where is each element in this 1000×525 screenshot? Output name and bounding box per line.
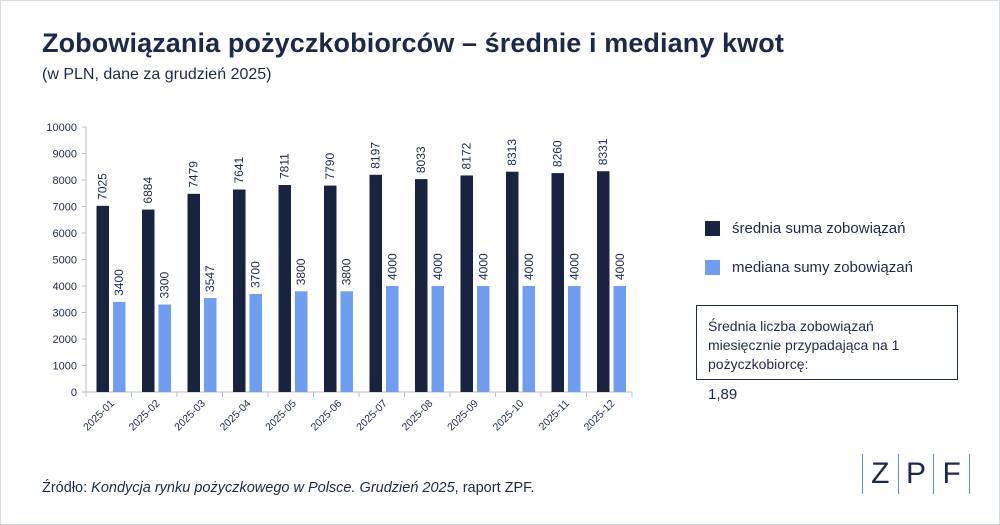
source-note: Źródło: Kondycja rynku pożyczkowego w Po…	[42, 480, 534, 496]
logo-letter-p: P	[905, 457, 926, 490]
x-tick-label-2025-11: 2025-11	[537, 398, 572, 433]
bar-mean-2025-07	[369, 174, 382, 392]
y-tick-label: 5000	[53, 255, 77, 267]
legend-item-mean: średnia suma zobowiązań	[705, 217, 913, 239]
data-label-mean-2025-03: 7479	[187, 161, 201, 188]
legend-swatch-mean	[705, 220, 720, 236]
data-label-mean-2025-09: 8172	[460, 142, 474, 169]
data-label-mean-2025-05: 7811	[278, 153, 292, 179]
bar-mean-2025-12	[597, 171, 610, 392]
y-tick-label: 7000	[53, 202, 77, 214]
y-tick-label: 3000	[53, 308, 77, 320]
info-box-label: Średnia liczba zobowiązań miesięcznie pr…	[708, 318, 900, 372]
data-label-median-2025-11: 4000	[567, 253, 581, 280]
chart-title: Zobowiązania pożyczkobiorców – średnie i…	[42, 28, 784, 58]
data-label-mean-2025-04: 7641	[232, 156, 246, 183]
x-tick-label-2025-12: 2025-12	[582, 398, 618, 434]
bar-mean-2025-05	[278, 185, 291, 392]
bar-mean-2025-10	[506, 171, 519, 392]
legend-item-median: mediana sumy zobowiązań	[705, 256, 913, 278]
x-tick-label-2025-09: 2025-09	[445, 398, 481, 434]
data-label-median-2025-09: 4000	[476, 253, 490, 280]
source-report-title: Kondycja rynku pożyczkowego w Polsce. Gr…	[91, 480, 455, 496]
x-tick-label-2025-08: 2025-08	[400, 398, 436, 434]
bar-median-2025-05	[295, 291, 308, 392]
data-label-mean-2025-10: 8313	[505, 139, 519, 166]
chart-subtitle: (w PLN, dane za grudzień 2025)	[42, 66, 272, 83]
bar-median-2025-08	[431, 286, 444, 392]
data-label-median-2025-06: 3800	[340, 258, 354, 285]
source-prefix: Źródło:	[42, 480, 92, 496]
data-label-mean-2025-02: 6884	[141, 177, 155, 204]
data-label-median-2025-07: 4000	[385, 253, 399, 280]
bar-median-2025-06	[340, 291, 353, 392]
data-label-median-2025-01: 3400	[112, 269, 126, 296]
y-tick-label: 6000	[53, 228, 77, 240]
bar-median-2025-12	[613, 286, 626, 392]
data-label-median-2025-04: 3700	[249, 261, 263, 288]
y-tick-label: 2000	[53, 334, 77, 346]
data-label-mean-2025-01: 7025	[96, 173, 110, 200]
logo-separator	[897, 454, 899, 494]
logo-separator	[968, 454, 970, 494]
x-tick-label-2025-07: 2025-07	[354, 398, 390, 434]
logo-separator	[862, 454, 863, 494]
x-tick-label-2025-03: 2025-03	[172, 398, 208, 434]
bar-mean-2025-09	[460, 175, 473, 392]
x-tick-label-2025-01: 2025-01	[81, 398, 117, 434]
bar-median-2025-10	[522, 286, 535, 392]
logo-letter-f: F	[942, 457, 961, 490]
y-tick-label: 0	[71, 387, 77, 399]
bar-mean-2025-08	[415, 179, 428, 392]
bar-mean-2025-06	[324, 185, 337, 392]
data-label-median-2025-10: 4000	[522, 253, 536, 280]
zpf-logo: Z P F	[862, 454, 970, 494]
legend-label-mean: średnia suma zobowiązań	[732, 219, 906, 237]
x-tick-label-2025-02: 2025-02	[127, 398, 163, 434]
bar-median-2025-03	[204, 298, 217, 392]
bar-mean-2025-03	[187, 193, 200, 392]
source-suffix: , raport ZPF.	[454, 480, 535, 496]
info-box-value: 1,89	[708, 386, 738, 403]
data-label-mean-2025-06: 7790	[323, 153, 337, 180]
data-label-median-2025-02: 3300	[158, 272, 172, 299]
data-label-median-2025-12: 4000	[613, 253, 627, 280]
bar-mean-2025-01	[96, 205, 109, 392]
logo-letter-z: Z	[871, 457, 890, 490]
bar-median-2025-02	[158, 304, 171, 392]
bar-mean-2025-04	[233, 189, 246, 392]
y-tick-label: 1000	[53, 361, 77, 373]
y-tick-label: 9000	[53, 149, 77, 161]
bar-median-2025-01	[113, 301, 126, 392]
data-label-mean-2025-07: 8197	[369, 142, 383, 169]
data-label-median-2025-03: 3547	[203, 265, 217, 292]
y-tick-label: 8000	[53, 175, 77, 187]
legend-label-median: mediana sumy zobowiązań	[732, 258, 913, 276]
x-tick-label-2025-06: 2025-06	[309, 398, 345, 434]
y-tick-label: 10000	[46, 122, 77, 134]
x-tick-label-2025-04: 2025-04	[218, 398, 254, 434]
data-label-median-2025-05: 3800	[294, 258, 308, 285]
x-tick-label-2025-10: 2025-10	[491, 398, 527, 434]
bar-median-2025-07	[386, 286, 399, 392]
data-label-mean-2025-08: 8033	[414, 146, 428, 173]
info-box: Średnia liczba zobowiązań miesięcznie pr…	[696, 305, 958, 403]
data-label-mean-2025-12: 8331	[596, 138, 610, 165]
bar-median-2025-04	[249, 293, 262, 392]
data-label-median-2025-08: 4000	[431, 253, 445, 280]
chart-legend: średnia suma zobowiązań mediana sumy zob…	[705, 217, 913, 295]
data-label-mean-2025-11: 8260	[551, 140, 565, 167]
bar-mean-2025-02	[142, 209, 155, 392]
bar-mean-2025-11	[551, 173, 564, 392]
bar-median-2025-11	[568, 286, 581, 392]
bar-median-2025-09	[477, 286, 490, 392]
logo-separator	[933, 454, 935, 494]
x-tick-label-2025-05: 2025-05	[263, 398, 299, 434]
legend-swatch-median	[705, 259, 720, 275]
y-tick-label: 4000	[53, 281, 77, 293]
